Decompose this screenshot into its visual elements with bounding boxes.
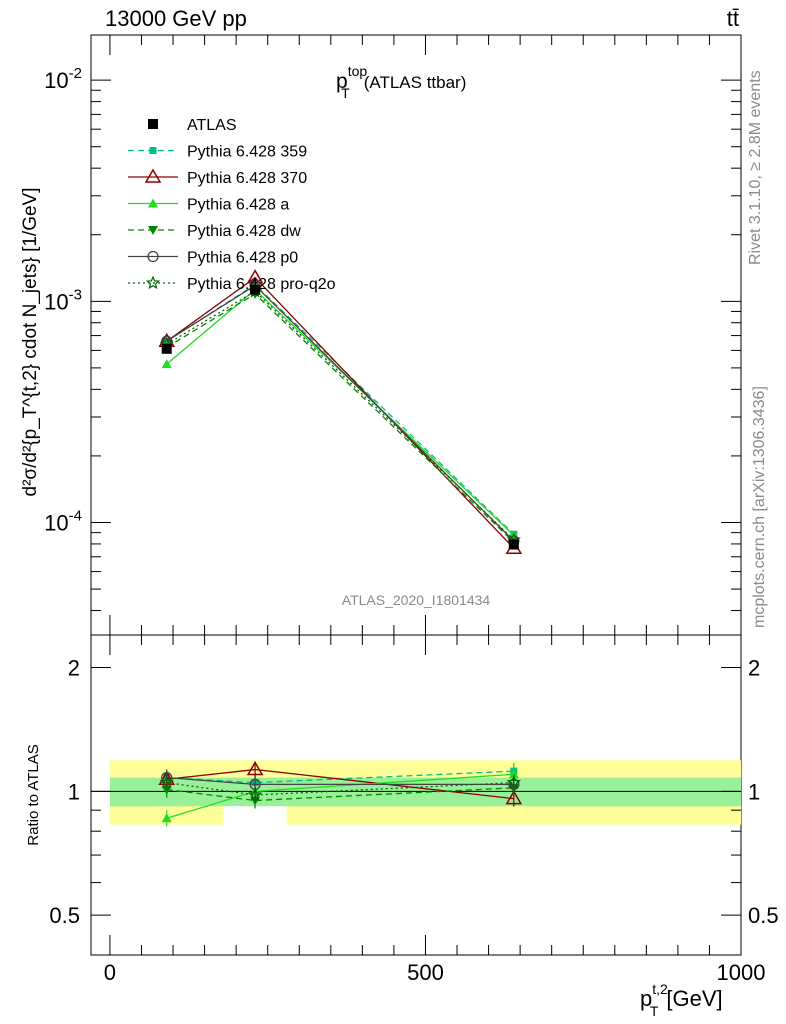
main-series-line-4 xyxy=(166,284,515,542)
data-point-1 xyxy=(250,284,261,295)
legend-label-2: Pythia 6.428 a xyxy=(187,197,289,214)
main-series-line-5 xyxy=(166,290,515,541)
ratio-series-line-0 xyxy=(166,770,514,784)
x-axis-label-sub: T xyxy=(650,1003,659,1019)
ratio-series-group xyxy=(158,761,523,827)
main-axis-ticks: 10-4 10-3 10-2 xyxy=(44,35,742,635)
legend-label-1: Pythia 6.428 370 xyxy=(187,170,307,187)
ratio-series-line-3 xyxy=(166,787,514,802)
ratio-point-5-1 xyxy=(247,787,263,802)
legend-label-4: Pythia 6.428 p0 xyxy=(187,250,298,267)
ratio-y-tick-label-left: 2 xyxy=(68,656,80,681)
main-series-group xyxy=(158,269,523,554)
ratio-axis-ticks: 1 1 2 2 0.5 0.5 0 500 1000 xyxy=(49,635,779,985)
plot-title: ptop T (ATLAS ttbar) xyxy=(336,63,466,101)
legend-marker-2 xyxy=(148,198,158,208)
ratio-point-5-0 xyxy=(159,775,174,789)
rivet-version-text: Rivet 3.1.10, ≥ 2.8M events xyxy=(747,70,764,265)
plot-title-sub: T xyxy=(341,85,350,101)
legend-marker-data xyxy=(148,119,158,129)
x-tick-label: 1000 xyxy=(717,960,766,985)
ratio-uncertainty-bands xyxy=(91,760,741,825)
legend-label-5: Pythia 6.428 pro-q2o xyxy=(187,276,336,293)
x-axis-label-sup: t,2 xyxy=(652,981,668,997)
main-point-1-1 xyxy=(246,269,264,284)
ratio-series-line-5 xyxy=(166,781,514,796)
main-series-line-0 xyxy=(166,283,515,535)
ratio-point-5-2 xyxy=(506,775,521,789)
main-series-line-2 xyxy=(166,288,515,536)
analysis-watermark: ATLAS_2020_I1801434 xyxy=(342,592,491,608)
legend: ATLAS Pythia 6.428 359 Pythia 6.428 370 Pyt… xyxy=(128,117,336,293)
legend-label-3: Pythia 6.428 dw xyxy=(187,223,301,240)
plot-title-sup: top xyxy=(348,63,368,79)
x-axis-label-main: p xyxy=(640,986,652,1011)
legend-marker-0 xyxy=(149,147,157,154)
legend-label-0: Pythia 6.428 359 xyxy=(187,144,307,161)
data-point-2 xyxy=(508,539,519,550)
legend-marker-4 xyxy=(147,250,159,263)
y-axis-label: d²σ/d²{p_T^{t,2} cdot N_jets} [1/GeV] xyxy=(20,188,41,497)
legend-marker-3 xyxy=(148,226,158,235)
y-tick-label: 10-4 xyxy=(44,508,82,536)
ratio-point-2-0 xyxy=(161,813,172,823)
plot-title-rest: (ATLAS ttbar) xyxy=(364,73,467,92)
y-tick-label: 10-2 xyxy=(44,65,82,93)
ratio-y-tick-label-right: 2 xyxy=(748,656,760,681)
header-right: tt̄ xyxy=(727,6,739,31)
x-tick-label: 0 xyxy=(104,960,116,985)
ratio-axis-label: Ratio to ATLAS xyxy=(25,744,42,845)
data-point-0 xyxy=(161,343,172,354)
ratio-point-1-1 xyxy=(246,761,264,776)
header-left: 13000 GeV pp xyxy=(105,6,247,31)
ratio-y-tick-label-left: 0.5 xyxy=(49,903,80,928)
ratio-y-tick-label-right: 1 xyxy=(748,779,760,804)
x-axis-label-unit: [GeV] xyxy=(666,986,722,1011)
ratio-point-1-2 xyxy=(505,790,523,805)
main-series-line-3 xyxy=(166,293,515,543)
x-tick-label: 500 xyxy=(407,960,444,985)
plot-title-main: p xyxy=(336,70,348,93)
y-tick-label: 10-3 xyxy=(44,286,82,314)
ratio-y-tick-label-right: 0.5 xyxy=(748,903,779,928)
legend-marker-5 xyxy=(145,275,161,290)
legend-marker-1 xyxy=(144,168,162,183)
main-series-line-1 xyxy=(166,276,515,549)
data-points-group xyxy=(161,284,519,550)
source-text: mcplots.cern.ch [arXiv:1306.3436] xyxy=(751,386,768,628)
main-point-2-0 xyxy=(161,359,172,369)
ratio-y-tick-label-left: 1 xyxy=(68,779,80,804)
ratio-point-2-2 xyxy=(508,769,519,779)
legend-label-data: ATLAS xyxy=(187,117,237,134)
x-axis-label: pt,2 T [GeV] xyxy=(640,981,723,1019)
